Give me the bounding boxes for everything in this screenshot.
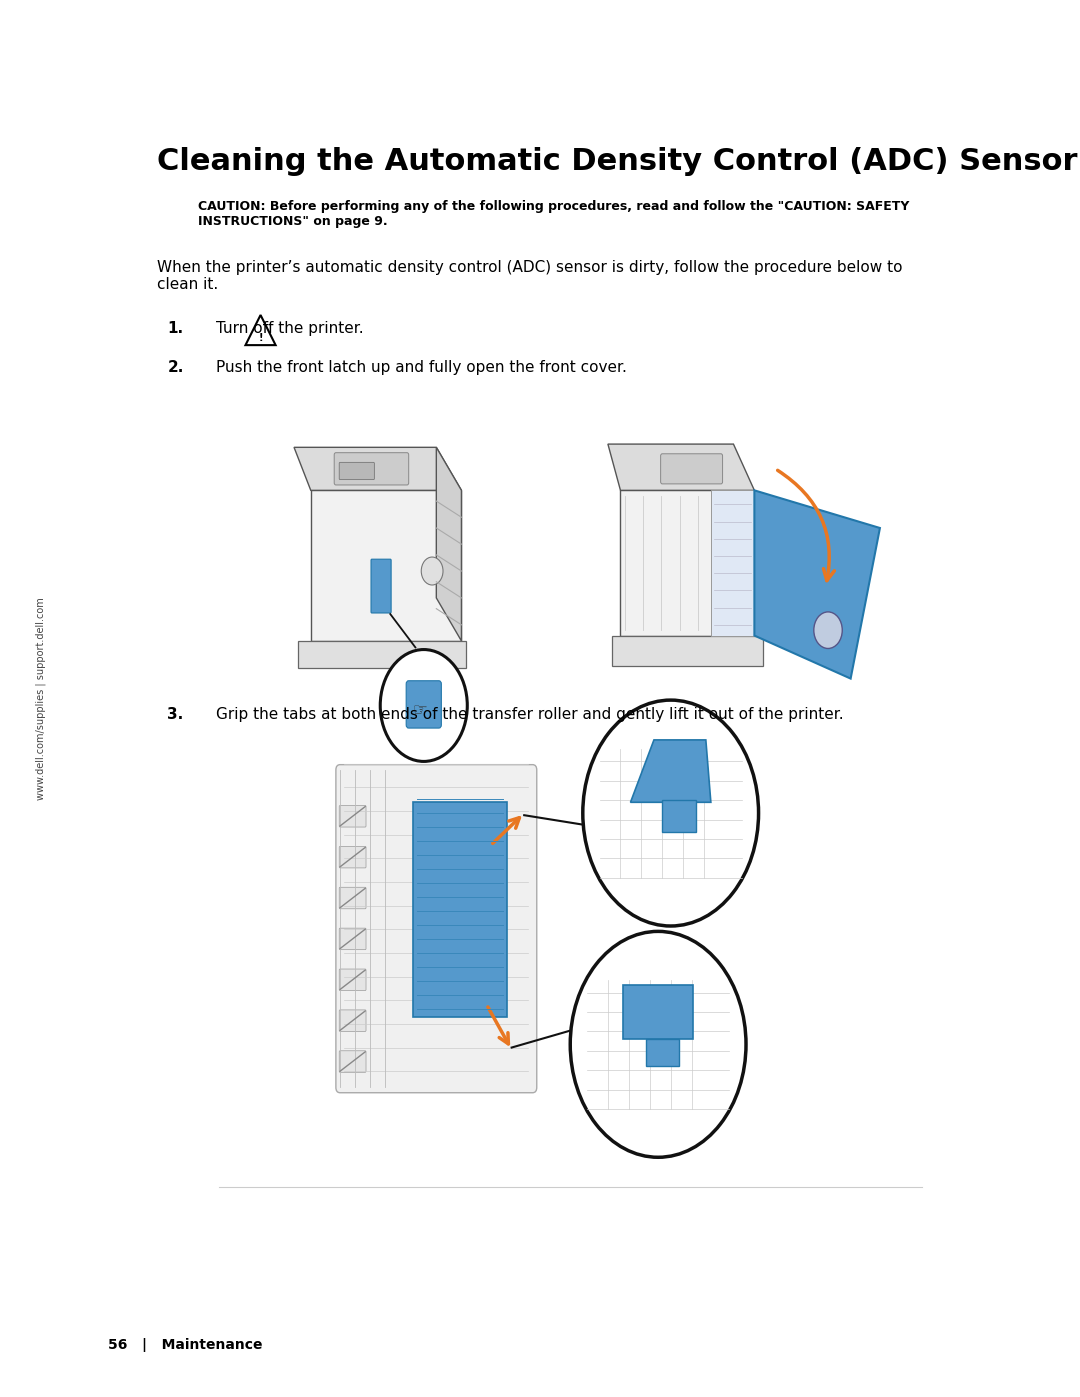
Polygon shape	[711, 490, 754, 636]
Text: !: !	[258, 332, 262, 342]
FancyBboxPatch shape	[406, 680, 442, 728]
Text: 1.: 1.	[167, 321, 184, 337]
FancyBboxPatch shape	[339, 806, 366, 827]
Text: When the printer’s automatic density control (ADC) sensor is dirty, follow the p: When the printer’s automatic density con…	[157, 260, 902, 292]
Text: www.dell.com/supplies | support.dell.com: www.dell.com/supplies | support.dell.com	[36, 597, 46, 800]
Text: ☞: ☞	[413, 701, 427, 719]
FancyBboxPatch shape	[339, 462, 375, 479]
FancyBboxPatch shape	[339, 1010, 366, 1031]
Text: 3.: 3.	[167, 707, 184, 722]
Circle shape	[421, 557, 443, 585]
Polygon shape	[620, 490, 754, 636]
Polygon shape	[662, 800, 696, 833]
Text: 56   |   Maintenance: 56 | Maintenance	[108, 1338, 262, 1352]
Polygon shape	[298, 641, 465, 668]
FancyBboxPatch shape	[334, 453, 408, 485]
Text: 2.: 2.	[167, 360, 184, 376]
Polygon shape	[436, 447, 461, 641]
Polygon shape	[623, 985, 693, 1039]
FancyBboxPatch shape	[372, 559, 391, 613]
Text: Cleaning the Automatic Density Control (ADC) Sensor: Cleaning the Automatic Density Control (…	[157, 147, 1077, 176]
Polygon shape	[294, 447, 461, 490]
Polygon shape	[612, 636, 762, 666]
FancyBboxPatch shape	[336, 764, 537, 1092]
Text: Turn off the printer.: Turn off the printer.	[216, 321, 364, 337]
Polygon shape	[311, 490, 461, 641]
Circle shape	[570, 932, 746, 1157]
Circle shape	[583, 700, 758, 926]
Polygon shape	[413, 802, 508, 1017]
FancyBboxPatch shape	[339, 847, 366, 868]
Text: CAUTION: Before performing any of the following procedures, read and follow the : CAUTION: Before performing any of the fo…	[198, 200, 909, 228]
Circle shape	[380, 650, 468, 761]
FancyBboxPatch shape	[661, 454, 723, 483]
Text: Grip the tabs at both ends of the transfer roller and gently lift it out of the : Grip the tabs at both ends of the transf…	[216, 707, 843, 722]
Polygon shape	[608, 444, 754, 490]
Polygon shape	[754, 490, 880, 679]
FancyBboxPatch shape	[339, 887, 366, 909]
FancyBboxPatch shape	[339, 928, 366, 950]
Polygon shape	[631, 740, 711, 802]
Text: Push the front latch up and fully open the front cover.: Push the front latch up and fully open t…	[216, 360, 626, 376]
FancyBboxPatch shape	[339, 970, 366, 990]
Circle shape	[814, 612, 842, 648]
Polygon shape	[646, 1039, 679, 1066]
FancyBboxPatch shape	[339, 1051, 366, 1073]
